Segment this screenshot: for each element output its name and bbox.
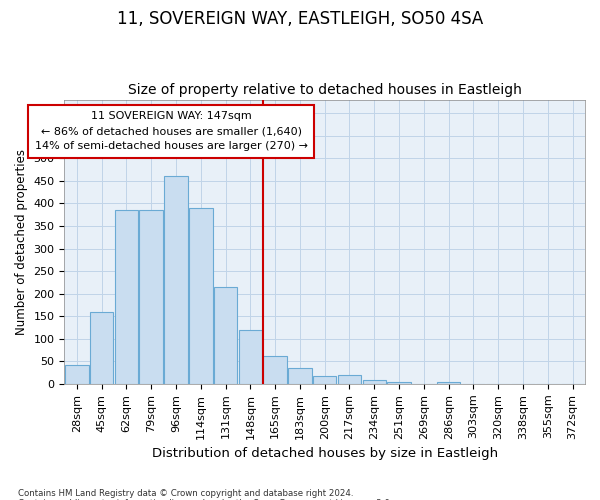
Title: Size of property relative to detached houses in Eastleigh: Size of property relative to detached ho… — [128, 83, 521, 97]
Bar — [115, 210, 138, 384]
Text: Contains public sector information licensed under the Open Government Licence v3: Contains public sector information licen… — [18, 498, 392, 500]
Bar — [90, 312, 113, 384]
Bar — [387, 382, 411, 384]
Bar — [214, 287, 238, 384]
Bar — [313, 376, 337, 384]
Bar — [239, 330, 262, 384]
Bar — [189, 208, 212, 384]
X-axis label: Distribution of detached houses by size in Eastleigh: Distribution of detached houses by size … — [152, 447, 498, 460]
Text: 11, SOVEREIGN WAY, EASTLEIGH, SO50 4SA: 11, SOVEREIGN WAY, EASTLEIGH, SO50 4SA — [117, 10, 483, 28]
Text: Contains HM Land Registry data © Crown copyright and database right 2024.: Contains HM Land Registry data © Crown c… — [18, 488, 353, 498]
Bar — [338, 375, 361, 384]
Y-axis label: Number of detached properties: Number of detached properties — [15, 148, 28, 334]
Bar — [164, 176, 188, 384]
Bar — [65, 365, 89, 384]
Bar — [362, 380, 386, 384]
Bar — [288, 368, 311, 384]
Bar — [139, 210, 163, 384]
Bar — [263, 356, 287, 384]
Text: 11 SOVEREIGN WAY: 147sqm
← 86% of detached houses are smaller (1,640)
14% of sem: 11 SOVEREIGN WAY: 147sqm ← 86% of detach… — [35, 112, 308, 151]
Bar — [437, 382, 460, 384]
